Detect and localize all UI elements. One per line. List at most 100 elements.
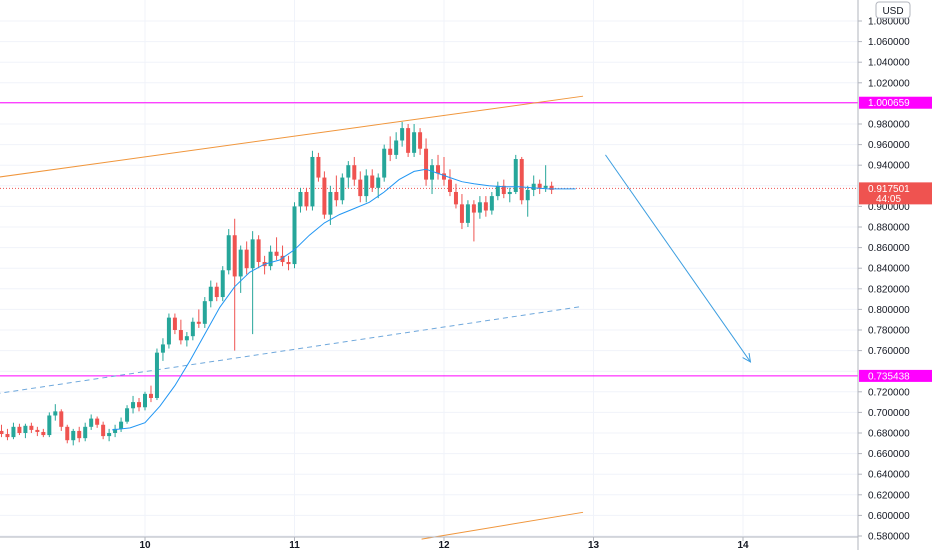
candle-body <box>358 179 363 197</box>
price-tick-label: 0.860000 <box>868 243 910 254</box>
currency-label: USD <box>882 6 903 17</box>
price-tick-label: 1.080000 <box>868 17 910 28</box>
candle-body <box>513 159 518 192</box>
price-tick-label: 0.580000 <box>868 532 910 543</box>
dashed-trend-line <box>0 305 584 394</box>
candle-body <box>5 434 10 438</box>
candle-body <box>95 418 100 425</box>
candle-body <box>489 196 494 211</box>
candle-body <box>477 202 482 213</box>
price-tick-label: 0.940000 <box>868 161 910 172</box>
candle-body <box>190 321 195 337</box>
candle-body <box>226 235 231 271</box>
candle-body <box>107 433 112 437</box>
candle-body <box>101 424 106 437</box>
candle-body <box>412 132 417 153</box>
price-tick-label: 1.020000 <box>868 78 910 89</box>
candle-body <box>418 132 423 149</box>
level-price-tag-label: 0.735438 <box>868 371 910 382</box>
candle-body <box>531 183 536 190</box>
candle-body <box>292 206 297 265</box>
price-tick-label: 0.680000 <box>868 429 910 440</box>
candle-body <box>537 183 542 188</box>
time-tick-label: 13 <box>588 540 600 550</box>
candle-body <box>394 140 399 155</box>
candle-body <box>400 128 405 141</box>
trend-line <box>421 511 584 540</box>
candle-body <box>280 255 285 263</box>
candle-body <box>238 249 243 277</box>
candle-body <box>406 128 411 153</box>
candle-body <box>113 428 118 433</box>
candle-body <box>214 286 219 298</box>
price-tick-label: 0.980000 <box>868 120 910 131</box>
time-tick-label: 11 <box>289 540 300 550</box>
candle-body <box>232 235 237 277</box>
moving-average-line <box>112 168 576 431</box>
candle-body <box>59 411 64 427</box>
candle-body <box>143 393 147 408</box>
level-price-tag <box>859 96 932 109</box>
candle-body <box>0 430 4 435</box>
annotation-lines <box>0 95 858 540</box>
candle-body <box>304 191 309 207</box>
candle-body <box>316 156 321 178</box>
candle-body <box>29 425 34 430</box>
candle-body <box>35 429 40 432</box>
candle-body <box>430 165 435 180</box>
candle-body <box>23 425 28 433</box>
price-tick-label: 0.720000 <box>868 387 910 398</box>
bar-countdown-label: 44:05 <box>876 194 901 205</box>
price-tick-label: 0.800000 <box>868 305 910 316</box>
candle-body <box>507 191 512 195</box>
candle-body <box>41 431 46 436</box>
candle-body <box>125 408 130 422</box>
candle-body <box>166 317 171 345</box>
candle-body <box>17 426 22 433</box>
price-tick-label: 0.780000 <box>868 326 910 337</box>
price-tick-label: 0.900000 <box>868 202 910 213</box>
candle-body <box>376 177 381 188</box>
forecast-arrow <box>605 154 751 363</box>
candle-body <box>83 426 88 439</box>
candle-body <box>65 426 70 441</box>
candle-body <box>77 430 82 439</box>
price-tick-label: 0.640000 <box>868 470 910 481</box>
candle-body <box>525 189 530 201</box>
candle-body <box>459 204 464 223</box>
time-tick-label: 10 <box>139 540 151 550</box>
candle-body <box>495 185 500 197</box>
candle-body <box>172 317 177 330</box>
candle-body <box>298 191 303 207</box>
candle-body <box>202 301 207 324</box>
price-axis[interactable]: 1.080000 1.060000 1.040000 1.020000 0.980000… <box>858 17 910 543</box>
candle-body <box>310 156 315 207</box>
price-tick-label: 1.040000 <box>868 58 910 69</box>
candle-body <box>447 179 452 192</box>
candle-body <box>286 262 291 265</box>
candle-body <box>543 185 548 188</box>
time-tick-label: 14 <box>737 540 749 550</box>
candle-body <box>346 165 351 178</box>
candle-body <box>148 393 153 398</box>
candle-body <box>256 239 261 263</box>
currency-button[interactable]: USD <box>875 1 911 19</box>
candle-body <box>220 270 225 298</box>
time-tick-label: 12 <box>438 540 450 550</box>
forecast-arrow-head <box>742 352 752 363</box>
price-tick-label: 0.700000 <box>868 408 910 419</box>
candle-body <box>11 426 16 438</box>
candle-body <box>119 421 124 429</box>
candle-body <box>471 204 476 213</box>
candle-body <box>424 148 429 180</box>
candle-body <box>196 321 201 324</box>
candle-body <box>53 411 58 416</box>
last-price-tag <box>859 182 932 205</box>
candle-body <box>442 173 446 180</box>
time-axis[interactable]: 10 11 12 13 14 <box>139 537 749 550</box>
price-tick-label: 0.600000 <box>868 511 910 522</box>
candle-body <box>250 239 255 269</box>
price-tick-label: 0.960000 <box>868 140 910 151</box>
